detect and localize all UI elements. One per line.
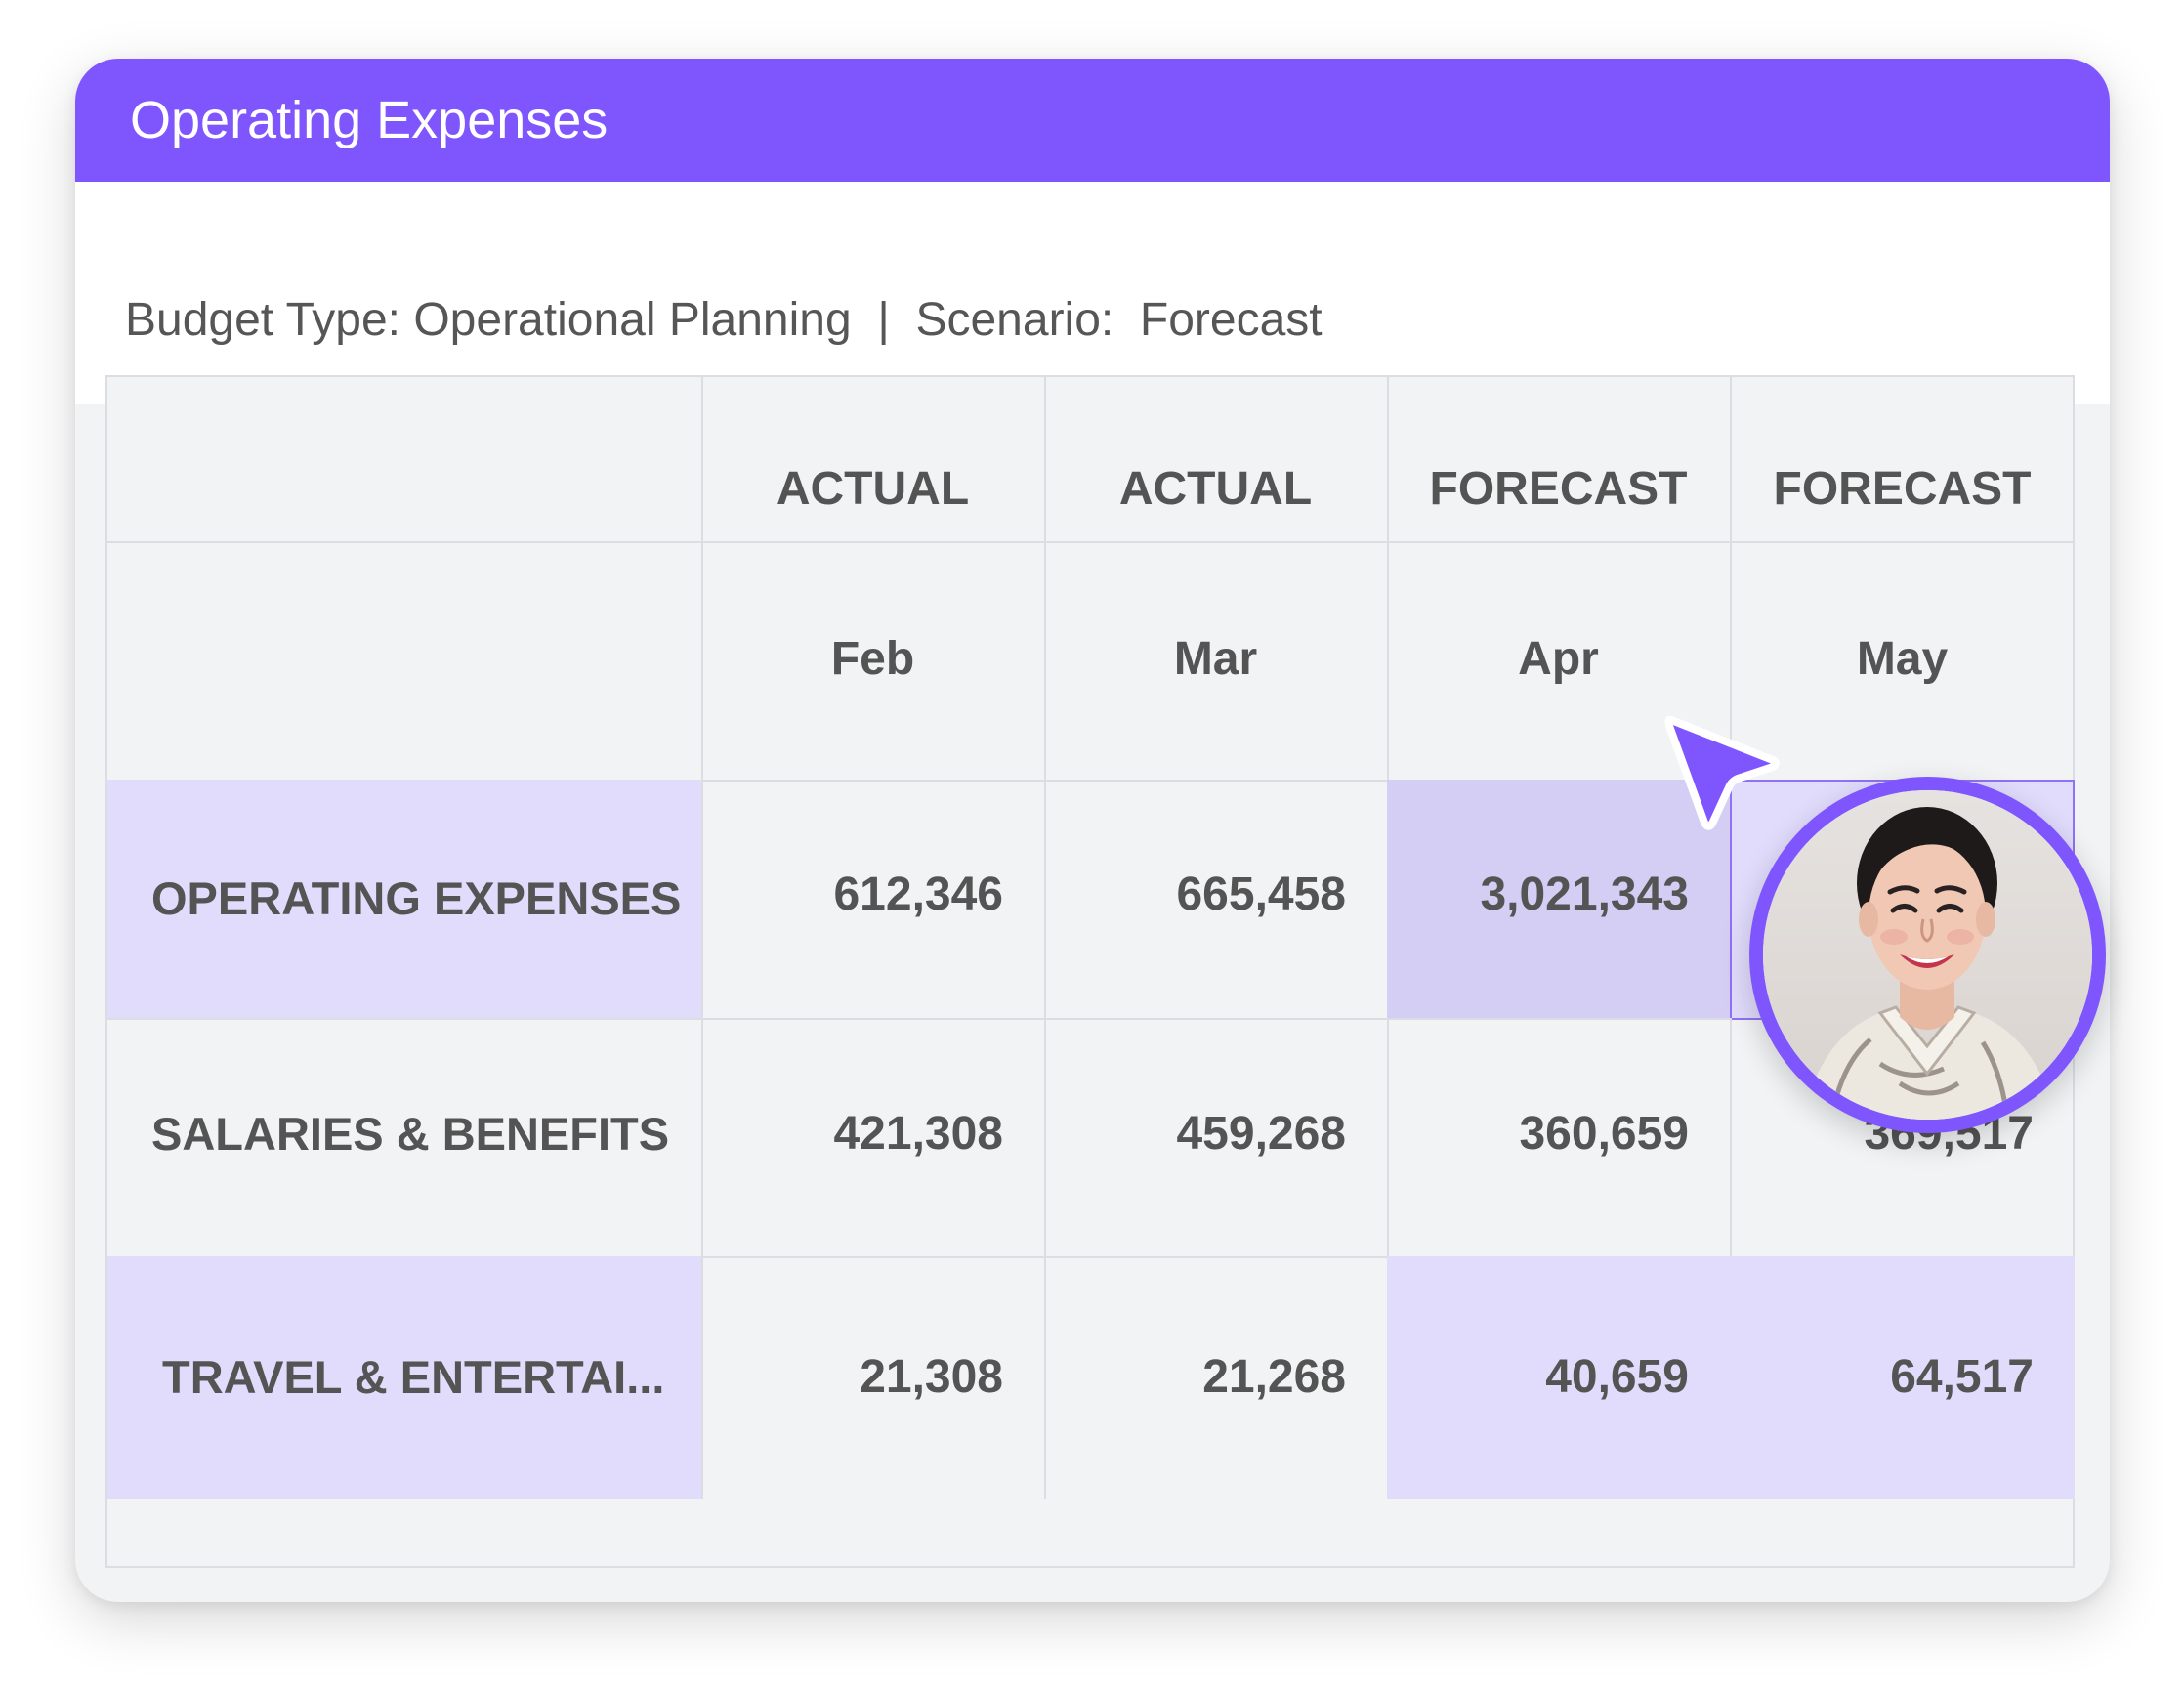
operating-expenses-card: Operating Expenses Budget Type: Operatio… xyxy=(75,59,2110,1602)
column-type-label: ACTUAL xyxy=(1118,463,1313,515)
pointer-arrow-icon xyxy=(1664,715,1780,830)
user-avatar xyxy=(1749,777,2106,1133)
column-type-label: ACTUAL xyxy=(776,463,970,515)
card-title: Operating Expenses xyxy=(130,91,609,149)
column-month-label: Feb xyxy=(830,633,915,685)
column-month-header: Feb xyxy=(701,541,1046,782)
table-cell[interactable]: 21,308 xyxy=(701,1256,1046,1499)
column-month-label: Apr xyxy=(1518,633,1599,685)
cell-value: 360,659 xyxy=(1519,1108,1689,1160)
cell-value: 3,021,343 xyxy=(1480,868,1689,920)
table-cell[interactable]: 612,346 xyxy=(701,780,1046,1020)
row-label-salaries-benefits[interactable]: SALARIES & BENEFITS xyxy=(107,1018,703,1258)
column-type-label: FORECAST xyxy=(1773,463,2032,515)
column-type-label: FORECAST xyxy=(1429,463,1688,515)
filter-bar: Budget Type: Operational Planning | Scen… xyxy=(75,182,2110,404)
cell-value: 665,458 xyxy=(1176,868,1346,920)
row-label-travel-entertainment[interactable]: TRAVEL & ENTERTAI... xyxy=(107,1256,703,1499)
column-month-label: May xyxy=(1856,633,1949,685)
header-empty-1 xyxy=(107,377,703,543)
avatar-photo xyxy=(1763,790,2092,1120)
table-cell[interactable]: 64,517 xyxy=(1730,1256,2075,1499)
row-label-text: SALARIES & BENEFITS xyxy=(151,1108,670,1160)
table-cell[interactable]: 459,268 xyxy=(1044,1018,1389,1258)
table-cell[interactable]: 21,268 xyxy=(1044,1256,1389,1499)
table-cell[interactable]: 3,021,343 xyxy=(1387,780,1732,1020)
cell-value: 459,268 xyxy=(1176,1108,1346,1160)
header-empty-2 xyxy=(107,541,703,782)
cell-value: 612,346 xyxy=(833,868,1003,920)
row-label-text: OPERATING EXPENSES xyxy=(151,872,682,924)
budget-scenario-label: Budget Type: Operational Planning | Scen… xyxy=(125,294,1323,346)
column-type-header: ACTUAL xyxy=(1044,377,1389,543)
column-month-label: Mar xyxy=(1173,633,1258,685)
cell-value: 421,308 xyxy=(833,1108,1003,1160)
cell-value: 40,659 xyxy=(1545,1351,1689,1403)
avatar-illustration xyxy=(1763,790,2092,1120)
table-cell[interactable]: 665,458 xyxy=(1044,780,1389,1020)
card-header: Operating Expenses xyxy=(75,59,2110,182)
cell-value: 21,268 xyxy=(1202,1351,1346,1403)
column-type-header: ACTUAL xyxy=(701,377,1046,543)
table-cell[interactable]: 40,659 xyxy=(1387,1256,1732,1499)
cell-value: 64,517 xyxy=(1890,1351,2034,1403)
column-type-header: FORECAST xyxy=(1730,377,2075,543)
table-cell[interactable]: 360,659 xyxy=(1387,1018,1732,1258)
expenses-table: ACTUAL ACTUAL FORECAST FORECAST Feb Mar … xyxy=(105,375,2075,1568)
row-label-text: TRAVEL & ENTERTAI... xyxy=(162,1351,665,1403)
cell-value: 21,308 xyxy=(860,1351,1003,1403)
column-type-header: FORECAST xyxy=(1387,377,1732,543)
table-cell[interactable]: 421,308 xyxy=(701,1018,1046,1258)
column-month-header: Mar xyxy=(1044,541,1389,782)
row-label-operating-expenses[interactable]: OPERATING EXPENSES xyxy=(107,780,703,1020)
